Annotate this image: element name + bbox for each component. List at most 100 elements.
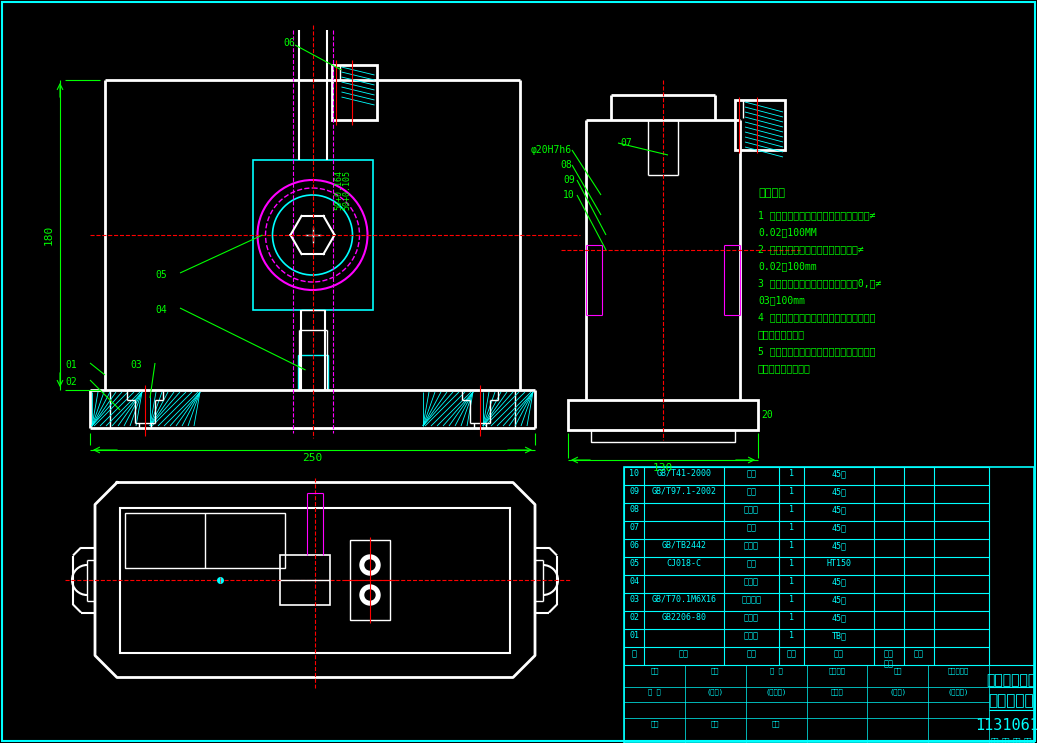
- Text: 技术要求: 技术要求: [758, 188, 785, 198]
- Text: 01: 01: [629, 631, 639, 640]
- Text: 50+0.164: 50+0.164: [335, 170, 343, 210]
- Text: 紧定螺钉: 紧定螺钉: [741, 595, 761, 604]
- Circle shape: [365, 560, 375, 570]
- Text: HT150: HT150: [826, 559, 851, 568]
- Text: 250: 250: [303, 453, 323, 463]
- Text: 3 定刃快工作面与夹具体底面的垂直0,度≠: 3 定刃快工作面与夹具体底面的垂直0,度≠: [758, 278, 881, 288]
- Text: 02: 02: [65, 377, 77, 387]
- Text: 审查: 审查: [650, 720, 658, 727]
- Text: 陕西国防学院: 陕西国防学院: [986, 673, 1037, 687]
- Text: 进行精度检测并记录: 进行精度检测并记录: [758, 363, 811, 373]
- Text: 序: 序: [632, 649, 637, 658]
- Text: 09: 09: [563, 175, 574, 185]
- Text: 数量: 数量: [711, 667, 720, 674]
- Text: 设 计: 设 计: [648, 689, 661, 695]
- Text: 代号: 代号: [679, 649, 689, 658]
- Text: GB/T41-2000: GB/T41-2000: [656, 469, 711, 478]
- Text: 定位销: 定位销: [744, 505, 759, 514]
- Text: 11310615: 11310615: [975, 718, 1037, 733]
- Text: 4 夹具装配前，各组零件应认真检查，不得: 4 夹具装配前，各组零件应认真检查，不得: [758, 312, 875, 322]
- Text: 45钢: 45钢: [832, 487, 846, 496]
- Text: 年、月、日: 年、月、日: [948, 667, 970, 674]
- Text: (年月日): (年月日): [948, 689, 970, 695]
- Bar: [624, 467, 1034, 743]
- Text: 布 区: 布 区: [769, 667, 783, 674]
- Text: 07: 07: [629, 523, 639, 532]
- Text: 20: 20: [761, 410, 773, 420]
- Text: 签名: 签名: [894, 667, 902, 674]
- Text: 夹具体: 夹具体: [744, 631, 759, 640]
- Text: 45钢: 45钢: [832, 541, 846, 550]
- Circle shape: [360, 585, 380, 605]
- Text: GB/T70.1M6X16: GB/T70.1M6X16: [651, 595, 717, 604]
- Text: 1: 1: [789, 613, 794, 622]
- Text: 备注: 备注: [914, 649, 924, 658]
- Text: 2 心轴大定位与夹具体底面的平行度≠: 2 心轴大定位与夹具体底面的平行度≠: [758, 244, 864, 254]
- Text: 03：100mm: 03：100mm: [758, 295, 805, 305]
- Text: 1: 1: [789, 523, 794, 532]
- Text: 08: 08: [560, 160, 572, 170]
- Text: 04: 04: [629, 577, 639, 586]
- Text: 130: 130: [653, 463, 673, 473]
- Text: 07: 07: [620, 138, 632, 148]
- Text: GB/TB2442: GB/TB2442: [662, 541, 706, 550]
- Text: 名称: 名称: [747, 649, 757, 658]
- Text: 0.02：100MM: 0.02：100MM: [758, 227, 817, 237]
- Text: 1: 1: [789, 559, 794, 568]
- Text: 台份: 台份: [1002, 738, 1010, 743]
- Text: 45钢: 45钢: [832, 577, 846, 586]
- Bar: [568, 400, 758, 430]
- Text: 04: 04: [155, 305, 167, 315]
- Text: (姓名): (姓名): [890, 689, 906, 695]
- Text: 重量: 重量: [1013, 738, 1021, 743]
- Text: 03: 03: [130, 360, 142, 370]
- Text: 材料: 材料: [834, 649, 844, 658]
- Text: 05: 05: [629, 559, 639, 568]
- Text: 02: 02: [629, 613, 639, 622]
- Text: 有毛刺碰伤等缺陷: 有毛刺碰伤等缺陷: [758, 329, 805, 339]
- Text: 1 心轴大定位面与定位心轴轴线的垂直度≠: 1 心轴大定位面与定位心轴轴线的垂直度≠: [758, 210, 875, 220]
- Text: 标准化: 标准化: [831, 689, 843, 695]
- Text: 0.02：100mm: 0.02：100mm: [758, 261, 817, 271]
- Text: 05: 05: [155, 270, 167, 280]
- Bar: [351, 540, 390, 620]
- Text: 10: 10: [629, 469, 639, 478]
- Text: 1: 1: [789, 469, 794, 478]
- Text: 夹具装配图: 夹具装配图: [988, 692, 1034, 708]
- Text: 45钢: 45钢: [832, 469, 846, 478]
- Text: 1: 1: [789, 541, 794, 550]
- Text: 1: 1: [789, 595, 794, 604]
- Bar: [298, 355, 328, 390]
- Text: GB/T97.1-2002: GB/T97.1-2002: [651, 487, 717, 496]
- Bar: [735, 100, 785, 150]
- Text: 08: 08: [629, 505, 639, 514]
- Bar: [252, 160, 372, 310]
- Text: CJ018-C: CJ018-C: [667, 559, 701, 568]
- Text: 01: 01: [65, 360, 77, 370]
- Text: 图幅: 图幅: [1025, 738, 1033, 743]
- Text: 06: 06: [629, 541, 639, 550]
- Text: (更改): (更改): [707, 689, 724, 695]
- Text: 10: 10: [563, 190, 574, 200]
- Text: 压板: 压板: [747, 523, 757, 532]
- Bar: [332, 65, 376, 120]
- Text: 06: 06: [283, 38, 295, 48]
- Text: 45钢: 45钢: [832, 523, 846, 532]
- Text: 单件
重量: 单件 重量: [884, 649, 894, 669]
- Text: 50+0.105: 50+0.105: [342, 170, 352, 210]
- Text: TB钢: TB钢: [832, 631, 846, 640]
- Text: 成口件: 成口件: [744, 541, 759, 550]
- Circle shape: [365, 590, 375, 600]
- Bar: [125, 513, 285, 568]
- Text: 更改: 更改: [650, 667, 658, 674]
- Text: 03: 03: [629, 595, 639, 604]
- Text: 5 夹具组装完试后，应按照夹具的使用要求: 5 夹具组装完试后，应按照夹具的使用要求: [758, 346, 875, 356]
- Text: 45钢: 45钢: [832, 505, 846, 514]
- Bar: [120, 507, 510, 652]
- Text: 工艺: 工艺: [711, 720, 720, 727]
- Text: (年月日): (年月日): [765, 689, 787, 695]
- Text: 1: 1: [789, 505, 794, 514]
- Text: 定位键: 定位键: [744, 613, 759, 622]
- Text: 1: 1: [789, 577, 794, 586]
- Text: 螺母: 螺母: [747, 469, 757, 478]
